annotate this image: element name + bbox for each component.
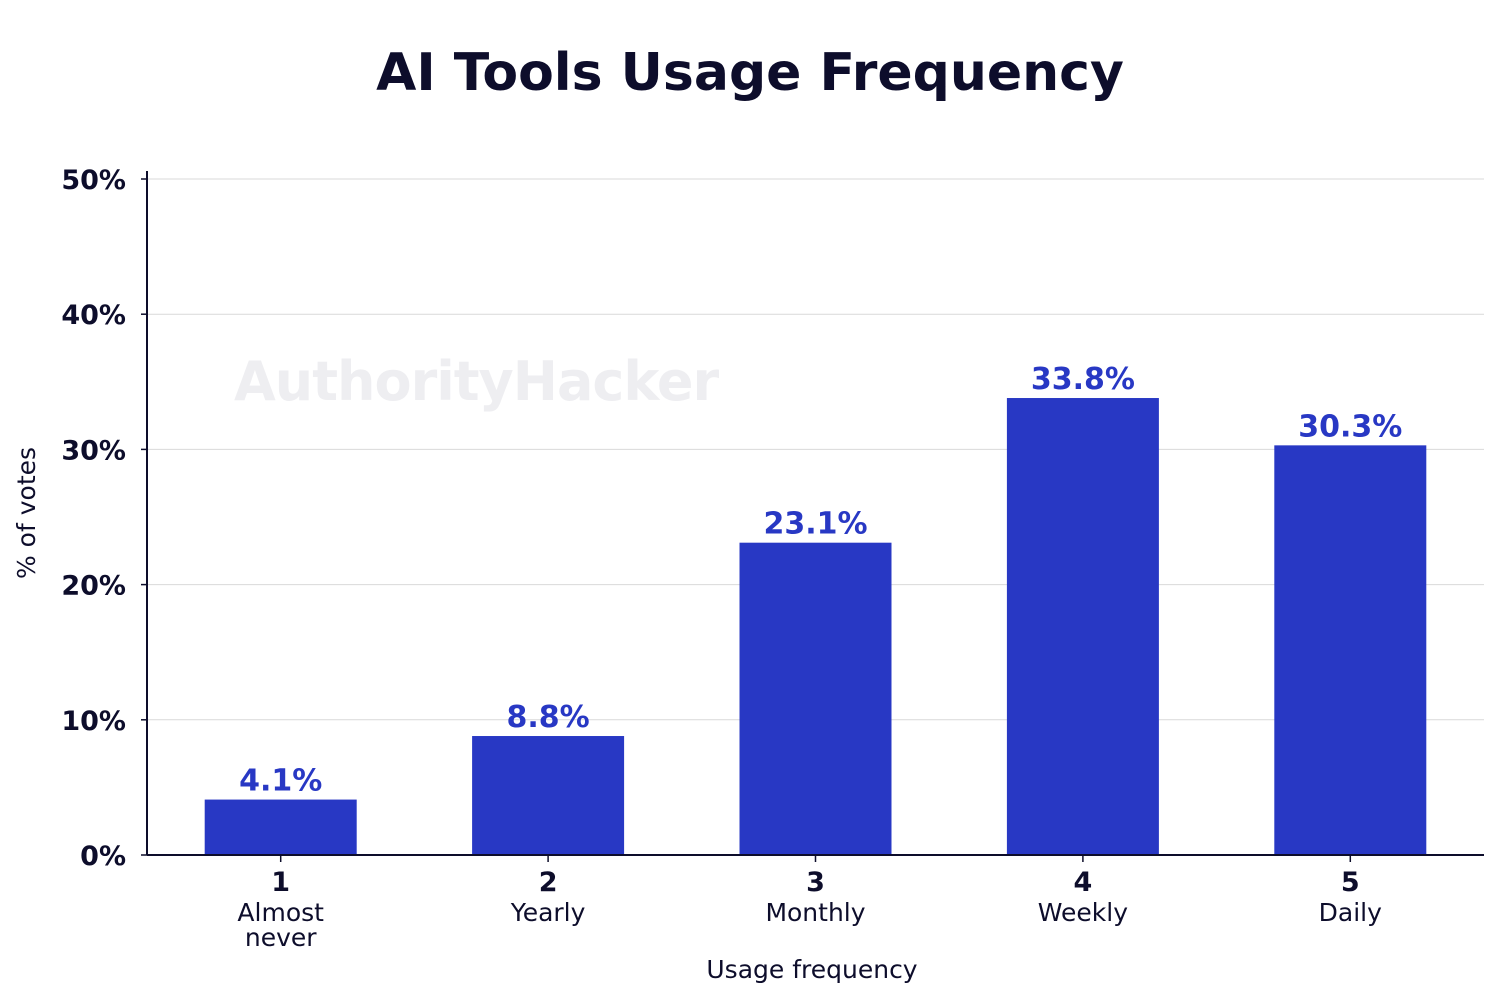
x-tick-number: 4 [1074,867,1093,898]
x-tick-category: Almost [237,898,324,927]
x-axis-label: Usage frequency [706,955,917,984]
bars [204,398,1427,855]
data-label: 33.8% [1031,362,1135,397]
y-tick-label: 40% [61,300,126,331]
data-labels: 4.1% 8.8% 23.1% 33.8% 30.3% [239,362,1402,799]
x-tick-category: Weekly [1038,898,1128,927]
x-tick-category: Daily [1319,898,1382,927]
x-tick-number: 5 [1341,867,1360,898]
x-tick-category: Yearly [510,898,586,927]
grid-lines [147,178,1484,721]
y-tick-label: 20% [61,571,126,602]
watermark: AuthorityHacker [234,350,719,413]
x-tick-number: 3 [806,867,825,898]
bar [1274,445,1427,855]
y-tick-label: 50% [61,165,126,196]
y-tick-label: 30% [61,435,126,466]
data-label: 30.3% [1298,409,1402,444]
chart-title: AI Tools Usage Frequency [376,43,1124,103]
bar [472,736,625,855]
bar [739,542,892,855]
y-tick-label: 10% [61,706,126,737]
x-tick-category: never [245,923,317,952]
data-label: 8.8% [506,700,589,735]
x-tick-category: Monthly [765,898,865,927]
y-tick-label: 0% [80,841,126,872]
data-label: 23.1% [763,507,867,542]
bar [204,799,357,855]
x-tick-number: 1 [271,867,290,898]
data-label: 4.1% [239,764,322,799]
x-tick-number: 2 [539,867,558,898]
y-axis-ticks: 0% 10% 20% 30% 40% 50% [61,165,147,872]
y-axis-label: % of votes [12,447,41,579]
bar [1006,398,1159,855]
